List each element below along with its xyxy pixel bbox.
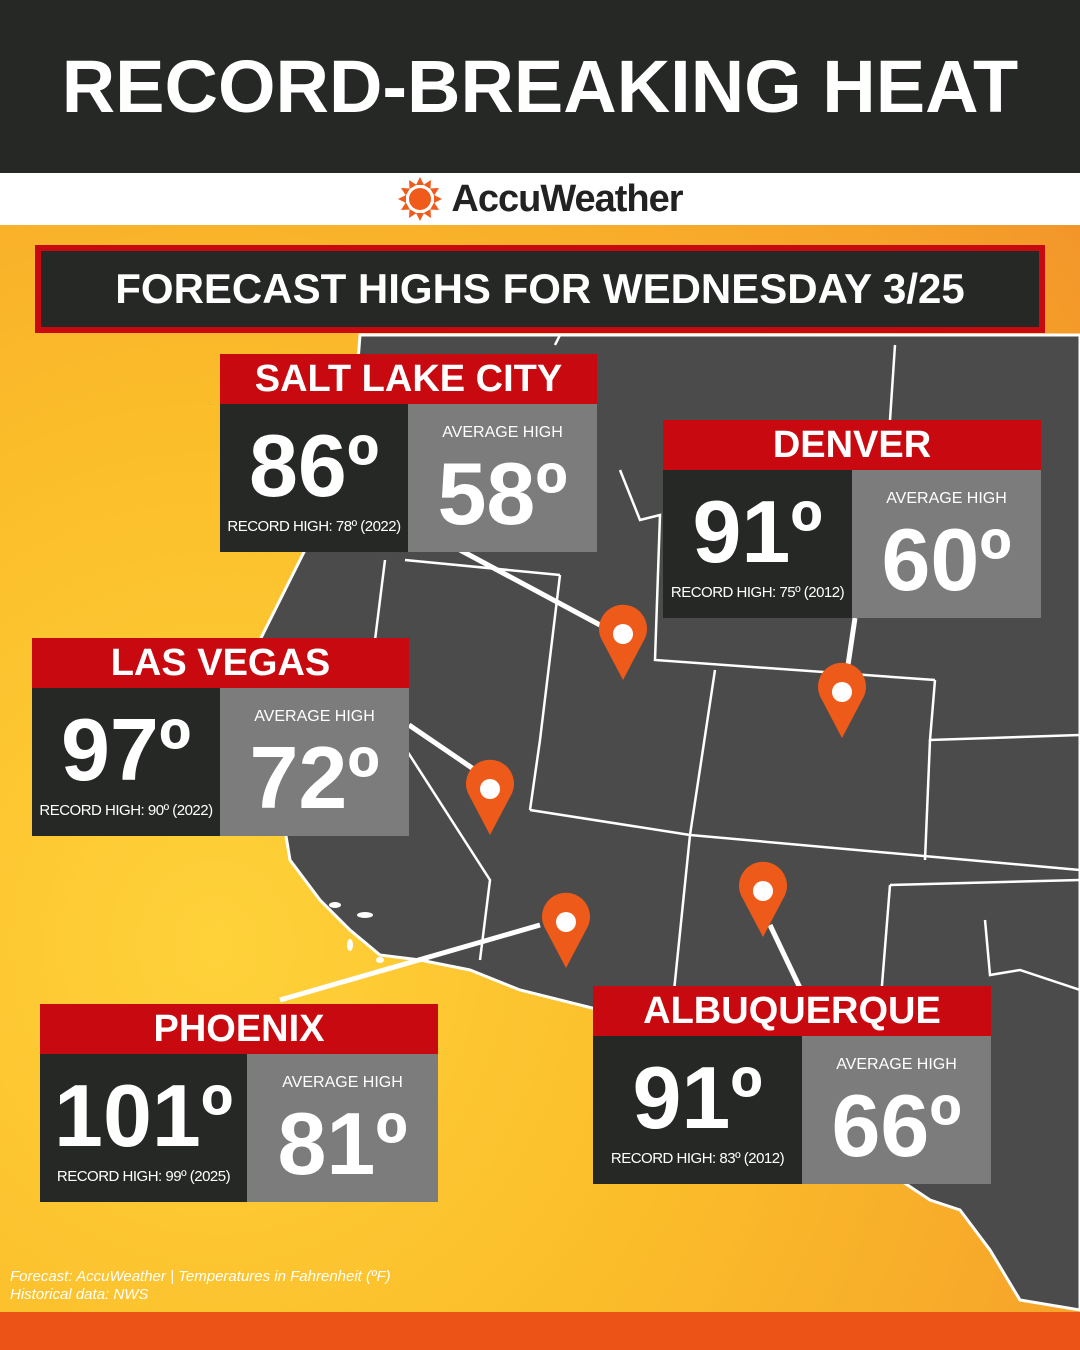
forecast-high: 91º <box>632 1047 763 1147</box>
footer-line-1: Forecast: AccuWeather | Temperatures in … <box>10 1268 391 1285</box>
city-card: PHOENIX 101º RECORD HIGH: 99º (2025) AVER… <box>40 1004 438 1202</box>
city-card: LAS VEGAS 97º RECORD HIGH: 90º (2022) AVE… <box>32 638 409 836</box>
record-high: RECORD HIGH: 75º (2012) <box>670 583 845 601</box>
bottom-bar <box>0 1312 1080 1350</box>
location-pin-icon[interactable] <box>739 861 787 937</box>
city-name-text: DENVER <box>772 423 932 466</box>
subtitle: FORECAST HIGHS FOR WEDNESDAY 3/25 <box>115 265 965 312</box>
brand-name: AccuWeather <box>451 177 683 220</box>
subtitle-box: FORECAST HIGHS FOR WEDNESDAY 3/25 <box>35 245 1045 333</box>
city-card: DENVER 91º RECORD HIGH: 75º (2012) AVERAG… <box>663 420 1041 618</box>
footer-line-2: Historical data: NWS <box>10 1286 149 1303</box>
average-high: 72º <box>249 728 380 827</box>
forecast-high: 86º <box>248 415 380 515</box>
header: RECORD-BREAKING HEAT <box>0 0 1080 173</box>
city-name-text: PHOENIX <box>153 1007 325 1050</box>
city-name: ALBUQUERQUE <box>593 986 991 1036</box>
average-high: 60º <box>881 510 1012 609</box>
city-name: SALT LAKE CITY <box>220 354 597 404</box>
sun-icon <box>398 177 443 221</box>
location-pin-icon[interactable] <box>542 892 590 968</box>
brand-logo: AccuWeather <box>0 173 1080 225</box>
record-high: RECORD HIGH: 83º (2012) <box>610 1149 785 1167</box>
city-name-text: ALBUQUERQUE <box>643 989 941 1032</box>
city-name: DENVER <box>663 420 1041 470</box>
city-name: PHOENIX <box>40 1004 438 1054</box>
forecast-high: 91º <box>692 481 823 581</box>
city-name: LAS VEGAS <box>32 638 409 688</box>
city-name-text: SALT LAKE CITY <box>254 357 563 400</box>
state-borders <box>373 334 1080 1031</box>
average-label: AVERAGE HIGH <box>886 490 1007 507</box>
average-panel: AVERAGE HIGH 58º <box>408 404 597 552</box>
city-card: SALT LAKE CITY 86º RECORD HIGH: 78º (2022… <box>220 354 597 552</box>
average-panel: AVERAGE HIGH 72º <box>220 688 409 836</box>
forecast-panel: 91º RECORD HIGH: 83º (2012) <box>593 1036 802 1184</box>
location-pin-icon[interactable] <box>599 604 647 680</box>
average-label: AVERAGE HIGH <box>442 424 563 441</box>
location-pin-icon[interactable] <box>466 759 515 835</box>
average-label: AVERAGE HIGH <box>254 708 375 725</box>
average-panel: AVERAGE HIGH 81º <box>247 1054 438 1202</box>
city-card: ALBUQUERQUE 91º RECORD HIGH: 83º (2012) A… <box>593 986 991 1184</box>
average-label: AVERAGE HIGH <box>282 1074 403 1091</box>
average-high: 58º <box>437 444 568 543</box>
location-pin-icon[interactable] <box>818 662 867 738</box>
leader-lines <box>279 547 858 1003</box>
forecast-panel: 91º RECORD HIGH: 75º (2012) <box>663 470 852 618</box>
islands <box>329 902 384 963</box>
city-name-text: LAS VEGAS <box>110 641 331 684</box>
page-title: RECORD-BREAKING HEAT <box>61 45 1019 128</box>
average-high: 81º <box>277 1094 408 1193</box>
average-label: AVERAGE HIGH <box>836 1056 957 1073</box>
forecast-high: 97º <box>60 699 192 799</box>
forecast-panel: 101º RECORD HIGH: 99º (2025) <box>40 1054 247 1202</box>
record-high: RECORD HIGH: 90º (2022) <box>39 801 213 819</box>
record-high: RECORD HIGH: 78º (2022) <box>227 517 401 535</box>
forecast-panel: 86º RECORD HIGH: 78º (2022) <box>220 404 408 552</box>
average-panel: AVERAGE HIGH 60º <box>852 470 1041 618</box>
footer-note: Forecast: AccuWeather | Temperatures in … <box>10 1268 391 1304</box>
average-panel: AVERAGE HIGH 66º <box>802 1036 991 1184</box>
forecast-high: 101º <box>54 1065 233 1165</box>
average-high: 66º <box>831 1076 962 1175</box>
forecast-panel: 97º RECORD HIGH: 90º (2022) <box>32 688 220 836</box>
record-high: RECORD HIGH: 99º (2025) <box>56 1167 231 1185</box>
